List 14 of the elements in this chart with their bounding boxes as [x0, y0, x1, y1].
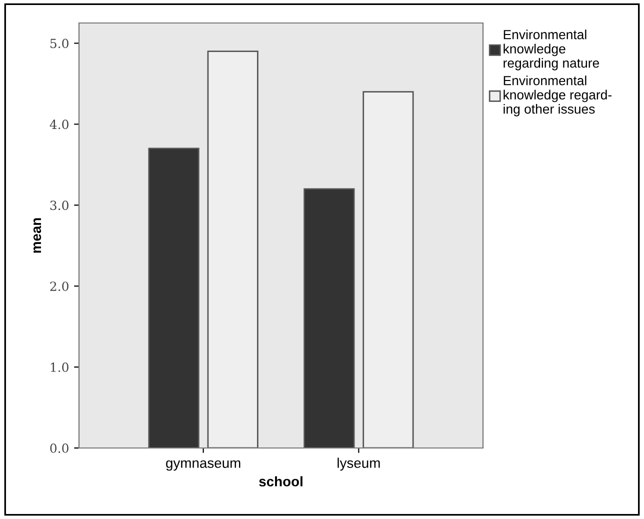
y-tick-label: 0.0 — [50, 443, 68, 453]
y-tick-label: 3.0 — [50, 200, 68, 210]
y-tick-label: 4.0 — [50, 120, 68, 130]
bar — [304, 188, 355, 448]
y-tick-label: 1.0 — [50, 362, 68, 372]
y-tick-label: 5.0 — [50, 38, 68, 48]
x-tick-label: gymnaseum — [166, 460, 240, 471]
legend-label: Environmental knowledge regarding nature — [504, 30, 600, 70]
x-axis-title: school — [259, 476, 302, 486]
legend-label: Environmental knowledge regard- ing other issues — [504, 76, 612, 116]
x-tick-label: lyseum — [338, 458, 380, 471]
bar — [148, 148, 200, 448]
y-axis-title: mean — [33, 218, 42, 253]
y-tick-label: 2.0 — [50, 282, 68, 292]
